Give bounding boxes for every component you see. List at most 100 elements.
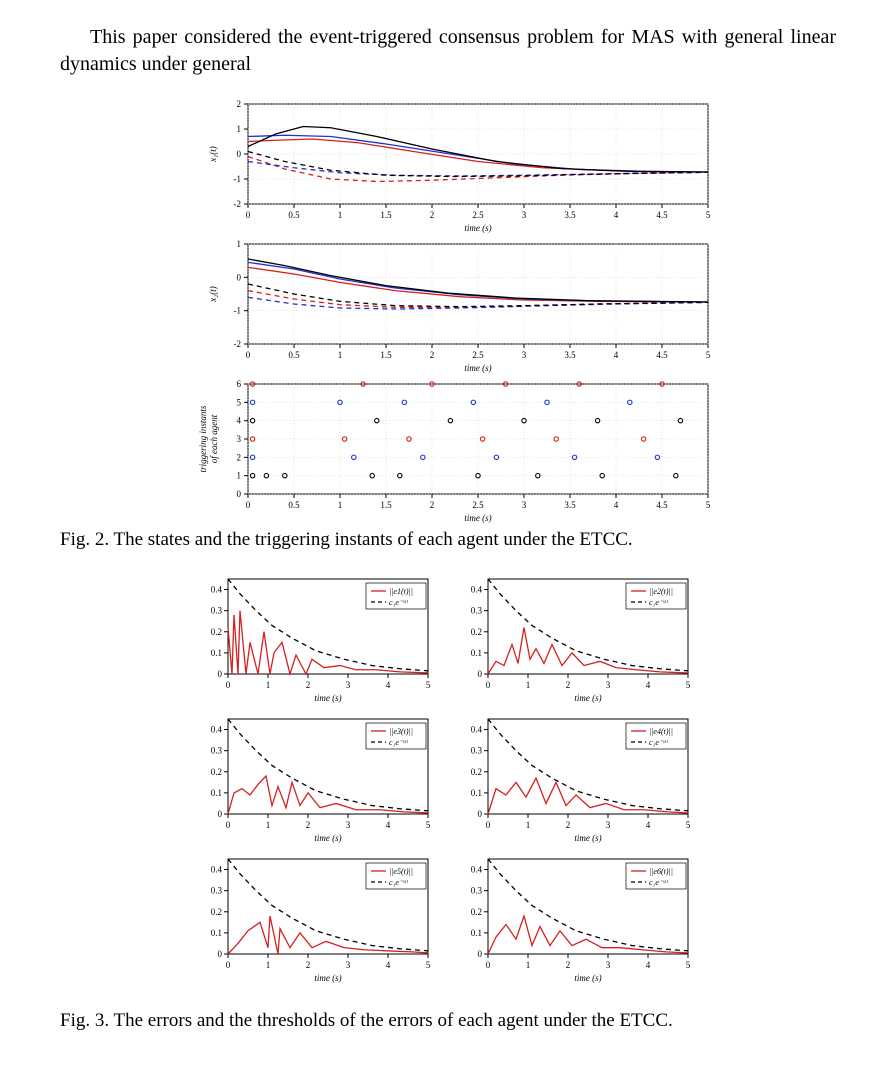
- svg-text:0.4: 0.4: [211, 584, 223, 594]
- svg-text:0.2: 0.2: [211, 626, 222, 636]
- figure-3-caption: Fig. 3. The errors and the thresholds of…: [60, 1009, 836, 1034]
- figure-3: 01234500.10.20.30.4time (s)||e1(t)||c₁e⁻…: [60, 565, 836, 1005]
- svg-text:time (s): time (s): [464, 363, 491, 373]
- svg-text:time (s): time (s): [574, 833, 601, 843]
- svg-text:0.1: 0.1: [211, 788, 222, 798]
- svg-text:0.5: 0.5: [288, 350, 300, 360]
- svg-text:2: 2: [306, 960, 311, 970]
- svg-text:2.5: 2.5: [472, 210, 484, 220]
- svg-text:c₁e⁻ᵅᵗ: c₁e⁻ᵅᵗ: [649, 878, 668, 887]
- svg-text:5: 5: [426, 960, 431, 970]
- svg-text:-2: -2: [234, 339, 242, 349]
- figure-2-svg: 0 0.5 1 1.5 2 2.5 3 3.5 4 4.5 5 -2 -1 0 1 2 time (s) x₁(t…: [178, 94, 718, 524]
- svg-text:3: 3: [522, 210, 527, 220]
- svg-text:4.5: 4.5: [656, 500, 668, 510]
- svg-text:6: 6: [237, 379, 242, 389]
- svg-text:0.1: 0.1: [471, 928, 482, 938]
- svg-text:0.1: 0.1: [471, 788, 482, 798]
- svg-text:3: 3: [522, 350, 527, 360]
- svg-text:0.1: 0.1: [211, 928, 222, 938]
- svg-text:0: 0: [237, 489, 242, 499]
- svg-text:3: 3: [606, 820, 611, 830]
- svg-text:time (s): time (s): [464, 223, 491, 233]
- svg-text:0: 0: [218, 809, 223, 819]
- svg-text:1: 1: [266, 820, 271, 830]
- svg-text:0.2: 0.2: [211, 906, 222, 916]
- svg-text:1.5: 1.5: [380, 500, 392, 510]
- svg-text:0.4: 0.4: [471, 864, 483, 874]
- svg-text:||e4(t)||: ||e4(t)||: [649, 727, 673, 736]
- svg-text:1.5: 1.5: [380, 350, 392, 360]
- svg-text:3: 3: [606, 960, 611, 970]
- svg-text:1.5: 1.5: [380, 210, 392, 220]
- svg-text:3.5: 3.5: [564, 350, 576, 360]
- svg-text:4: 4: [386, 960, 391, 970]
- svg-text:2: 2: [430, 350, 435, 360]
- svg-text:0: 0: [478, 949, 483, 959]
- svg-text:||e2(t)||: ||e2(t)||: [649, 587, 673, 596]
- svg-text:0: 0: [226, 680, 231, 690]
- svg-text:3: 3: [346, 820, 351, 830]
- svg-text:2: 2: [566, 960, 571, 970]
- svg-text:2.5: 2.5: [472, 350, 484, 360]
- svg-text:0.4: 0.4: [471, 724, 483, 734]
- figure-2: 0 0.5 1 1.5 2 2.5 3 3.5 4 4.5 5 -2 -1 0 1 2 time (s) x₁(t…: [60, 94, 836, 524]
- svg-text:0: 0: [218, 669, 223, 679]
- svg-text:1: 1: [237, 239, 242, 249]
- svg-text:0: 0: [226, 960, 231, 970]
- svg-text:c₁e⁻ᵅᵗ: c₁e⁻ᵅᵗ: [649, 598, 668, 607]
- figure-2-caption: Fig. 2. The states and the triggering in…: [60, 528, 836, 553]
- svg-text:5: 5: [706, 350, 711, 360]
- svg-text:c₁e⁻ᵅᵗ: c₁e⁻ᵅᵗ: [649, 738, 668, 747]
- svg-text:0.3: 0.3: [211, 885, 223, 895]
- svg-text:0: 0: [478, 669, 483, 679]
- svg-text:5: 5: [686, 680, 691, 690]
- svg-text:-2: -2: [234, 199, 242, 209]
- svg-text:0: 0: [237, 149, 242, 159]
- svg-text:1: 1: [338, 500, 343, 510]
- svg-text:0: 0: [246, 210, 251, 220]
- svg-text:1: 1: [266, 680, 271, 690]
- svg-text:1: 1: [526, 960, 531, 970]
- svg-text:0.1: 0.1: [211, 648, 222, 658]
- svg-text:2: 2: [430, 500, 435, 510]
- svg-text:2: 2: [566, 680, 571, 690]
- svg-text:0: 0: [246, 500, 251, 510]
- svg-text:of each agent: of each agent: [209, 414, 219, 463]
- svg-text:3.5: 3.5: [564, 500, 576, 510]
- svg-text:1: 1: [526, 820, 531, 830]
- svg-text:5: 5: [426, 820, 431, 830]
- svg-text:0.3: 0.3: [211, 745, 223, 755]
- svg-text:0: 0: [218, 949, 223, 959]
- svg-text:||e5(t)||: ||e5(t)||: [389, 867, 413, 876]
- svg-text:0.3: 0.3: [471, 605, 483, 615]
- svg-text:0.3: 0.3: [211, 605, 223, 615]
- svg-text:c₁e⁻ᵅᵗ: c₁e⁻ᵅᵗ: [389, 738, 408, 747]
- svg-text:0.3: 0.3: [471, 745, 483, 755]
- svg-text:4: 4: [646, 680, 651, 690]
- svg-text:||e6(t)||: ||e6(t)||: [649, 867, 673, 876]
- svg-text:5: 5: [426, 680, 431, 690]
- svg-text:c₁e⁻ᵅᵗ: c₁e⁻ᵅᵗ: [389, 598, 408, 607]
- svg-text:0.5: 0.5: [288, 500, 300, 510]
- svg-text:x₂(t): x₂(t): [208, 286, 218, 303]
- paragraph-1: This paper considered the event-triggere…: [60, 24, 836, 78]
- svg-text:0.5: 0.5: [288, 210, 300, 220]
- svg-text:2: 2: [306, 680, 311, 690]
- svg-text:3: 3: [237, 434, 242, 444]
- svg-text:2.5: 2.5: [472, 500, 484, 510]
- svg-text:1: 1: [526, 680, 531, 690]
- svg-text:4: 4: [237, 416, 242, 426]
- svg-text:2: 2: [566, 820, 571, 830]
- svg-text:0.3: 0.3: [471, 885, 483, 895]
- svg-text:x₁(t): x₁(t): [208, 146, 218, 163]
- svg-text:-1: -1: [234, 306, 242, 316]
- svg-text:5: 5: [237, 397, 242, 407]
- svg-text:1: 1: [237, 124, 242, 134]
- svg-text:4: 4: [386, 680, 391, 690]
- svg-text:0: 0: [237, 272, 242, 282]
- svg-text:||e3(t)||: ||e3(t)||: [389, 727, 413, 736]
- svg-text:0.2: 0.2: [471, 626, 482, 636]
- svg-text:time (s): time (s): [574, 693, 601, 703]
- svg-text:time (s): time (s): [314, 693, 341, 703]
